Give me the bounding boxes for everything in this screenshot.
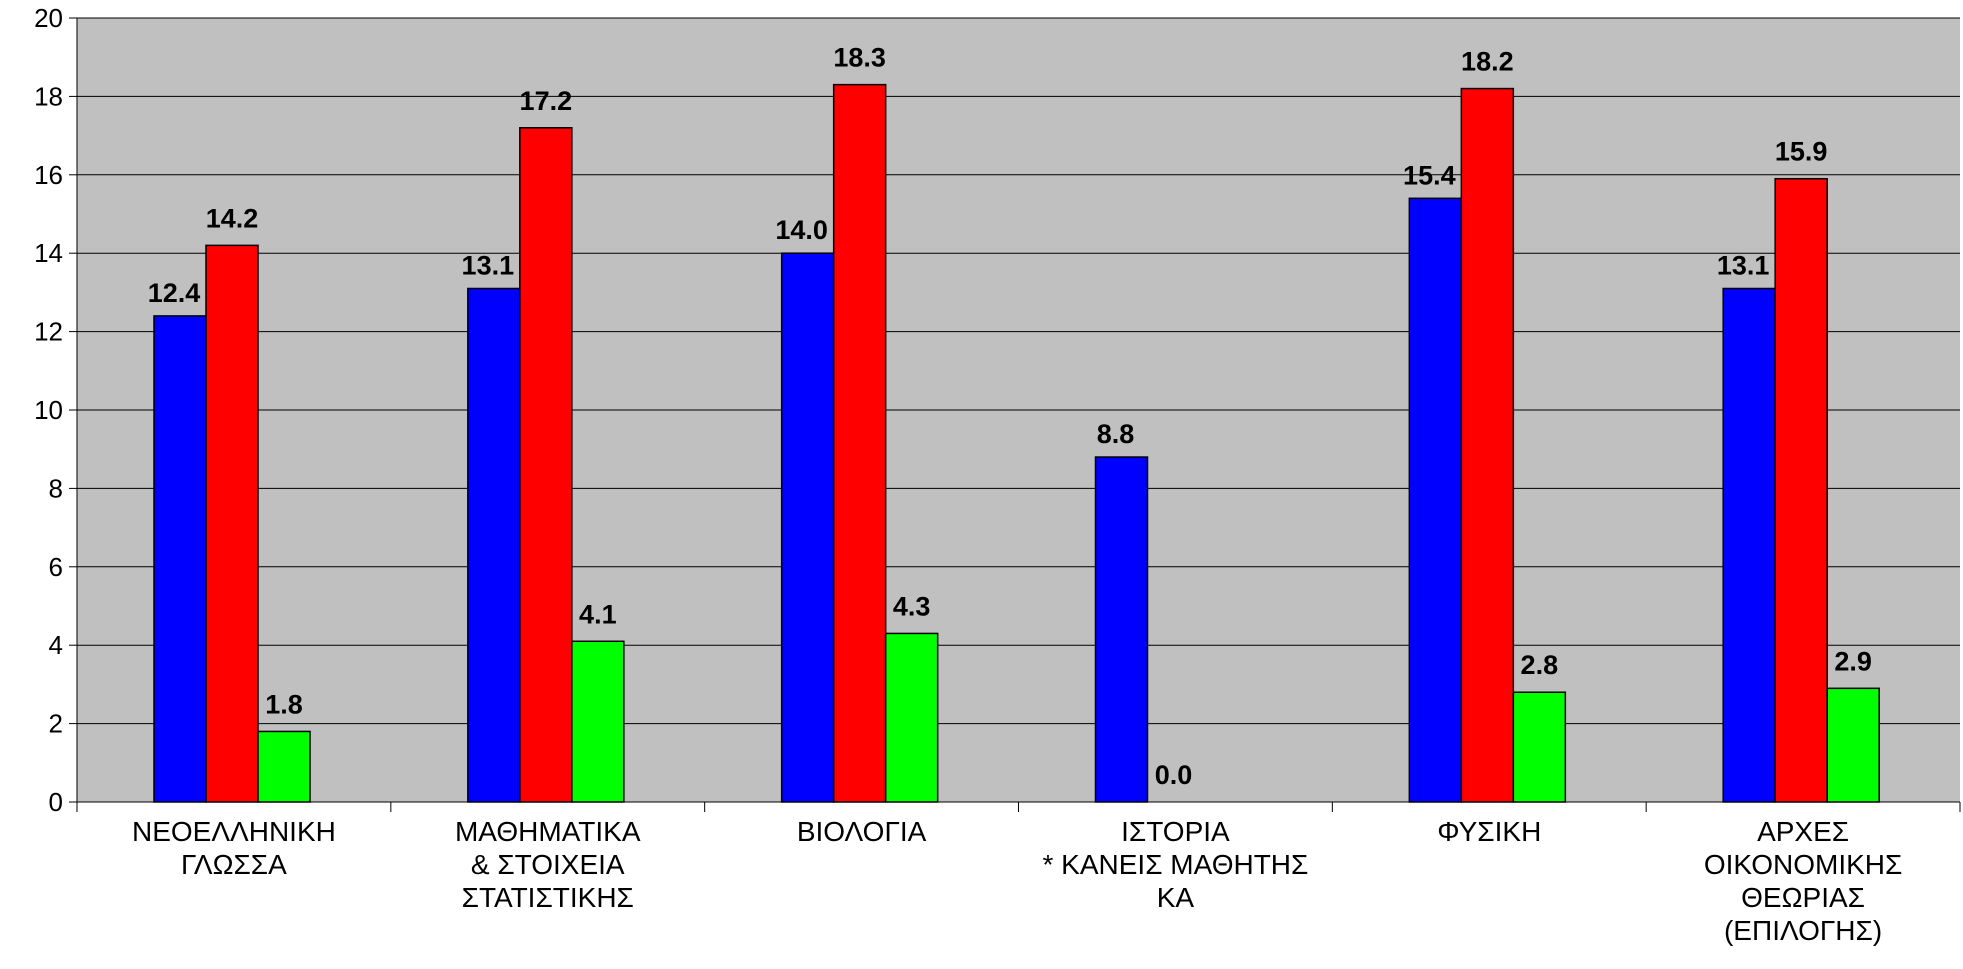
y-tick-label: 12 xyxy=(34,317,63,347)
category-label-line: ΣΤΑΤΙΣΤΙΚΗΣ xyxy=(462,882,634,913)
axes xyxy=(69,17,1961,812)
bar xyxy=(780,252,835,803)
gridlines xyxy=(77,17,1960,725)
bar xyxy=(205,244,259,803)
category-label: ΑΡΧΕΣ ΟΙΚΟΝΟΜΙΚΗΣ ΘΕΩΡΙΑΣ (ΕΠΙΛΟΓΗΣ) xyxy=(1704,816,1902,946)
bar xyxy=(519,127,573,803)
bar xyxy=(884,632,939,803)
data-label: 0.0 xyxy=(1155,760,1193,790)
bar xyxy=(467,287,521,803)
data-label: 15.9 xyxy=(1775,137,1828,167)
y-tick-label: 16 xyxy=(34,160,63,190)
category-label-line: * ΚΑΝΕΙΣ ΜΑΘΗΤΗΣ xyxy=(1042,849,1308,880)
bar xyxy=(571,640,625,803)
y-tick-label: 0 xyxy=(49,787,63,817)
data-label: 2.8 xyxy=(1521,650,1559,680)
category-label-line: & ΣΤΟΙΧΕΙΑ xyxy=(471,849,625,880)
category-label-line: ΝΕΟΕΛΛΗΝΙΚΗ xyxy=(132,816,336,847)
category-label-line: ΦΥΣΙΚΗ xyxy=(1437,816,1541,847)
y-tick-label: 14 xyxy=(34,238,63,268)
category-label-line: ΚΑ xyxy=(1157,882,1195,913)
y-tick-label: 18 xyxy=(34,81,63,111)
data-label: 12.4 xyxy=(148,278,201,308)
y-tick-label: 10 xyxy=(34,395,63,425)
category-labels: ΝΕΟΕΛΛΗΝΙΚΗ ΓΛΩΣΣΑ ΜΑΘΗΜΑΤΙΚΑ & ΣΤΟΙΧΕΙΑ ΣΤΑ… xyxy=(132,816,1902,946)
y-tick-labels: 0 2 4 6 8 10 12 14 16 18 20 xyxy=(34,3,63,817)
data-label: 4.3 xyxy=(893,591,931,621)
bar xyxy=(832,83,887,803)
category-label-line: ΑΡΧΕΣ xyxy=(1757,816,1849,847)
category-label-line: ΘΕΩΡΙΑΣ xyxy=(1741,882,1865,913)
category-label-line: ΒΙΟΛΟΓΙΑ xyxy=(797,816,927,847)
bar xyxy=(1460,87,1515,803)
bar xyxy=(1408,197,1463,803)
bar xyxy=(1722,287,1776,803)
bar xyxy=(1094,456,1149,803)
bar xyxy=(257,730,311,803)
y-tick-label: 6 xyxy=(49,552,63,582)
category-label-line: ΙΣΤΟΡΙΑ xyxy=(1121,816,1230,847)
bar xyxy=(153,315,207,803)
y-tick-label: 8 xyxy=(49,473,63,503)
category-label-line: ΟΙΚΟΝΟΜΙΚΗΣ xyxy=(1704,849,1902,880)
data-label: 2.9 xyxy=(1834,646,1872,676)
category-label: ΦΥΣΙΚΗ xyxy=(1437,816,1541,847)
category-label-line: ΓΛΩΣΣΑ xyxy=(181,849,287,880)
data-label: 18.3 xyxy=(833,43,886,73)
data-label: 13.1 xyxy=(1717,250,1770,280)
data-labels: 12.4 13.1 14.0 8.8 15.4 13.1 14.2 17.2 18.3 0.0 18… xyxy=(148,43,1872,790)
category-label: ΒΙΟΛΟΓΙΑ xyxy=(797,816,927,847)
bars xyxy=(153,83,1880,803)
y-tick-label: 2 xyxy=(49,709,63,739)
category-label-line: (ΕΠΙΛΟΓΗΣ) xyxy=(1724,915,1882,946)
data-label: 17.2 xyxy=(520,86,573,116)
bar xyxy=(1826,687,1880,803)
data-label: 14.0 xyxy=(775,215,828,245)
bar xyxy=(1774,177,1828,803)
data-label: 1.8 xyxy=(265,689,303,719)
bar xyxy=(1512,691,1567,803)
category-label-line: ΜΑΘΗΜΑΤΙΚΑ xyxy=(455,816,641,847)
data-label: 8.8 xyxy=(1097,419,1135,449)
data-label: 4.1 xyxy=(579,599,617,629)
category-label: ΜΑΘΗΜΑΤΙΚΑ & ΣΤΟΙΧΕΙΑ ΣΤΑΤΙΣΤΙΚΗΣ xyxy=(455,816,641,913)
category-label: ΝΕΟΕΛΛΗΝΙΚΗ ΓΛΩΣΣΑ xyxy=(132,816,336,880)
y-tick-label: 4 xyxy=(49,630,63,660)
data-label: 14.2 xyxy=(206,203,259,233)
data-label: 18.2 xyxy=(1461,47,1514,77)
data-label: 15.4 xyxy=(1403,160,1456,190)
data-label: 13.1 xyxy=(462,250,515,280)
y-tick-label: 20 xyxy=(34,3,63,33)
category-label: ΙΣΤΟΡΙΑ * ΚΑΝΕΙΣ ΜΑΘΗΤΗΣ ΚΑ xyxy=(1042,816,1308,913)
